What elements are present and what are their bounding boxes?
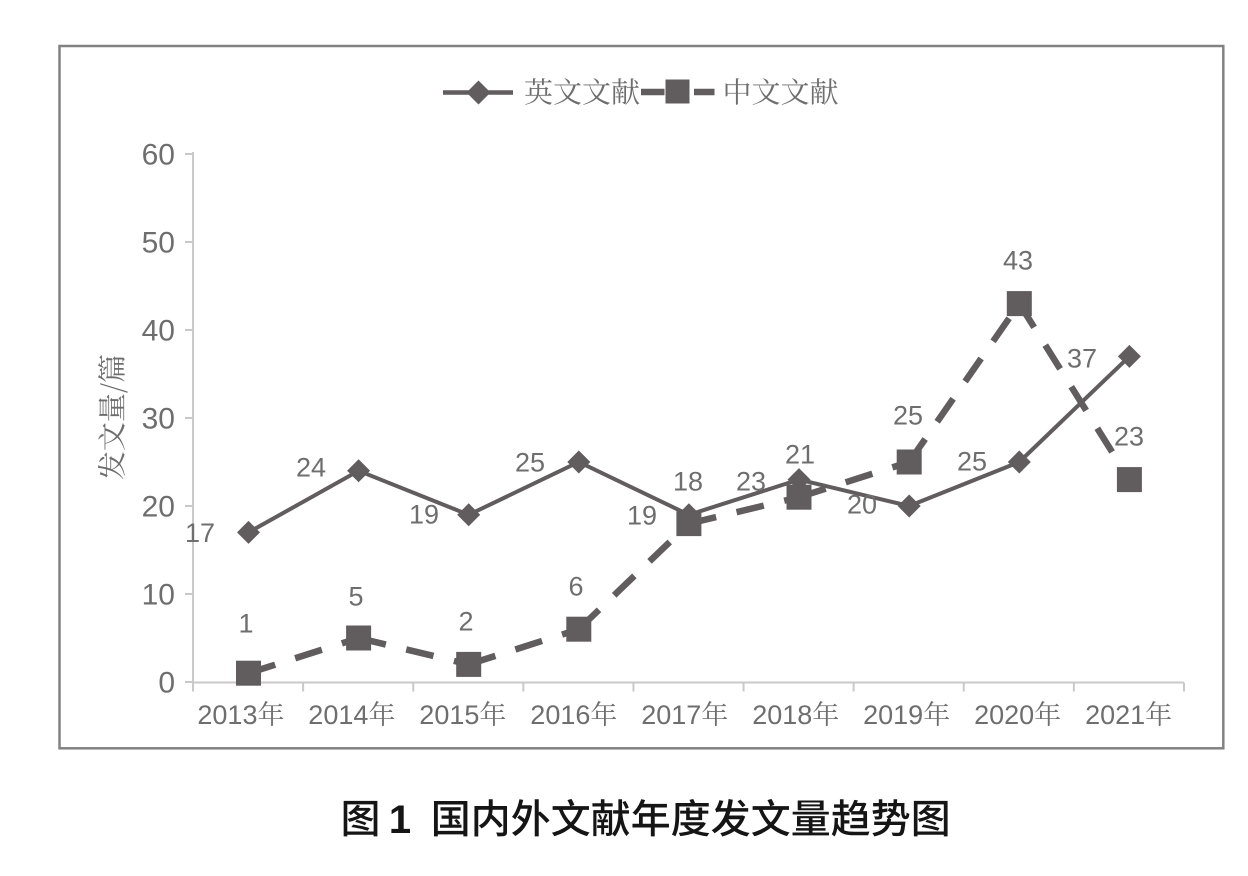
svg-text:50: 50 — [142, 227, 175, 260]
svg-text:2013: 2013 — [197, 700, 257, 730]
svg-text:1: 1 — [389, 798, 411, 842]
svg-text:43: 43 — [1003, 246, 1033, 276]
svg-text:2015: 2015 — [419, 700, 479, 730]
svg-text:25: 25 — [957, 447, 987, 477]
svg-text:5: 5 — [348, 582, 363, 612]
svg-text:30: 30 — [142, 403, 175, 436]
svg-text:19: 19 — [409, 500, 439, 530]
svg-text:2019: 2019 — [863, 700, 923, 730]
svg-text:10: 10 — [142, 579, 175, 612]
svg-text:25: 25 — [893, 401, 923, 431]
svg-text:20: 20 — [847, 490, 877, 520]
svg-text:17: 17 — [185, 518, 215, 548]
svg-text:23: 23 — [1114, 422, 1144, 452]
svg-text:2016: 2016 — [530, 700, 590, 730]
svg-text:2018: 2018 — [752, 700, 812, 730]
svg-text:18: 18 — [673, 467, 703, 497]
svg-text:25: 25 — [515, 448, 545, 478]
svg-text:2020: 2020 — [974, 700, 1034, 730]
svg-text:37: 37 — [1067, 344, 1097, 374]
svg-text:21: 21 — [785, 440, 815, 470]
svg-text:2: 2 — [458, 607, 473, 637]
svg-text:19: 19 — [627, 501, 657, 531]
svg-text:2021: 2021 — [1085, 700, 1145, 730]
svg-text:2014: 2014 — [308, 700, 368, 730]
svg-text:6: 6 — [568, 572, 583, 602]
svg-text:1: 1 — [238, 609, 253, 639]
svg-text:24: 24 — [296, 453, 326, 483]
svg-text:0: 0 — [158, 667, 175, 700]
svg-text:2017: 2017 — [641, 700, 701, 730]
svg-text:23: 23 — [736, 467, 766, 497]
svg-text:40: 40 — [142, 315, 175, 348]
svg-text:20: 20 — [142, 491, 175, 524]
svg-text:60: 60 — [142, 139, 175, 172]
